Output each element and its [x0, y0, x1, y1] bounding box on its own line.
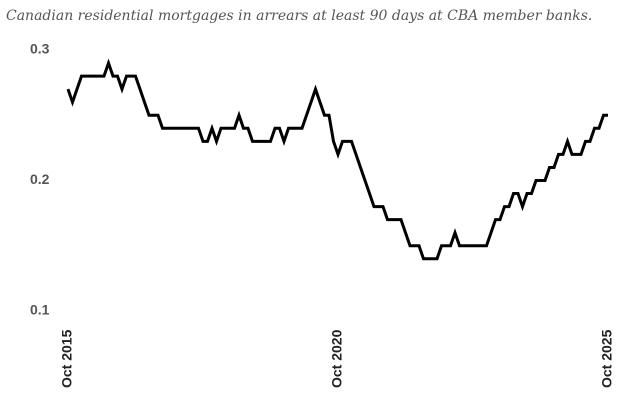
y-tick-label: 0.3 — [30, 41, 50, 57]
x-tick-label: Oct 2020 — [329, 329, 345, 388]
x-tick-label: Oct 2015 — [59, 329, 75, 388]
data-line — [66, 58, 608, 261]
x-tick-label: Oct 2025 — [599, 329, 615, 388]
y-tick-label: 0.2 — [30, 171, 50, 187]
y-tick-label: 0.1 — [30, 302, 50, 318]
chart-title: Canadian residential mortgages in arrear… — [6, 8, 592, 24]
